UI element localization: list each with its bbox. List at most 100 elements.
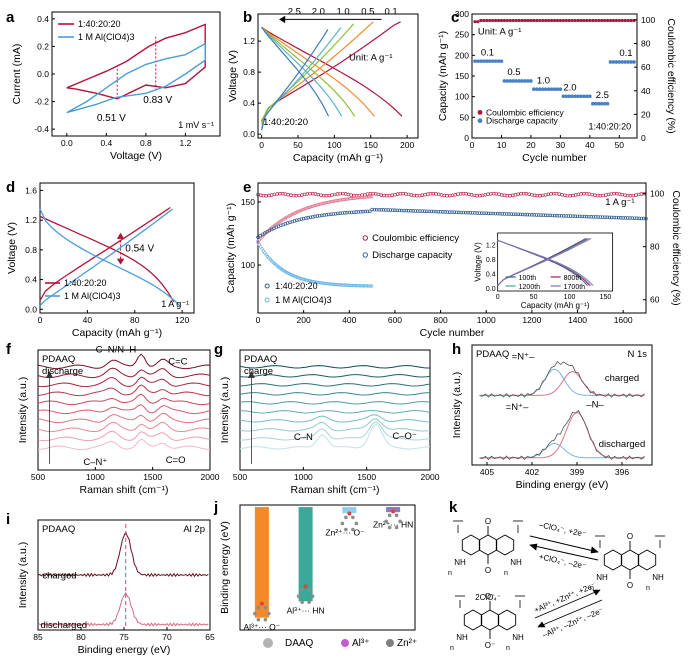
efficiency-point-al-clo4 (370, 195, 374, 199)
capacity-point-blend (625, 216, 630, 220)
capacity-point-blend (518, 212, 523, 217)
bar-label: Al³⁺··· O⁻ (243, 622, 280, 632)
efficiency-point-blend (382, 193, 386, 198)
efficiency-point (585, 18, 589, 23)
nh: NH (652, 573, 664, 582)
efficiency-point-blend (319, 193, 323, 197)
capacity-point-blend (379, 208, 383, 212)
y-axis-label: Intensity (a.u.) (219, 377, 231, 444)
efficiency-point (564, 18, 568, 23)
x-tick-label: 80 (76, 632, 86, 642)
efficiency-point-blend (423, 192, 427, 197)
rate-label: 2.0 (563, 82, 576, 93)
atom (384, 519, 388, 524)
capacity-point-blend (644, 216, 648, 221)
molecule-glyph (296, 584, 315, 605)
raman-spectrum (37, 376, 211, 388)
sample-label: PDAAQ (42, 354, 75, 365)
capacity-point (487, 59, 492, 63)
atom (398, 519, 402, 524)
inset-legend-label: 1200th (519, 284, 541, 291)
panel-label-h: h (452, 341, 461, 358)
efficiency-point-blend (500, 193, 504, 197)
atom (351, 527, 355, 532)
capacity-point (629, 60, 633, 64)
n-label: n (590, 585, 594, 592)
capacity-point-blend (409, 209, 413, 213)
capacity-point-blend (530, 213, 534, 217)
efficiency-point (502, 18, 507, 23)
capacity-point-blend (635, 216, 639, 221)
ring (463, 609, 483, 631)
capacity-point-blend (395, 208, 399, 213)
arrowhead (590, 546, 599, 554)
reaction-arrow (534, 589, 601, 619)
efficiency-point (558, 18, 562, 23)
capacity-point-blend (507, 212, 511, 216)
discharge-curve-al-clo4 (39, 208, 181, 307)
legend-label: 1 M Al(ClO4)3 (64, 291, 121, 301)
xps-spectrum (479, 360, 645, 398)
reaction-arrow (529, 544, 599, 561)
y-tick-label: 1.6 (25, 185, 37, 195)
inset-x-tick: 100 (564, 294, 576, 301)
capacity-point-blend (521, 212, 525, 217)
efficiency-point-blend (478, 193, 482, 198)
capacity-point-blend (406, 208, 411, 213)
panel-b-frame (257, 13, 419, 139)
y-tick-label: -0.2 (34, 97, 49, 107)
capacity-point-blend (308, 215, 313, 219)
efficiency-point-blend (311, 191, 315, 196)
capacity-point-blend (425, 209, 429, 214)
legend-marker (477, 118, 483, 124)
panel-g-frame (239, 349, 431, 471)
capacity-point-blend (482, 211, 486, 215)
atom (354, 521, 359, 526)
x-tick-label: 396 (615, 467, 629, 477)
efficiency-point (626, 18, 630, 23)
y-tick-label: 0.8 (243, 67, 255, 77)
capacity-point (602, 101, 607, 106)
efficiency-point (511, 18, 515, 23)
efficiency-point (582, 18, 586, 23)
efficiency-point (479, 18, 483, 23)
y-tick-label: 250 (455, 30, 469, 40)
efficiency-point-al-clo4 (316, 203, 320, 207)
efficiency-point (485, 18, 489, 23)
efficiency-point (496, 18, 501, 23)
efficiency-point-blend (313, 192, 318, 196)
inset-y-label: Voltage (V) (474, 242, 483, 282)
molecule-glyph (253, 601, 271, 622)
efficiency-point (623, 18, 627, 23)
capacity-point-blend (568, 214, 573, 218)
efficiency-point-blend (574, 193, 578, 197)
raman-spectrum (37, 430, 211, 442)
panel-label-j: j (213, 499, 218, 516)
capacity-point (496, 59, 501, 63)
efficiency-point-blend (426, 192, 430, 196)
efficiency-point-blend (582, 191, 586, 196)
capacity-point-blend (475, 211, 479, 215)
efficiency-point-blend (541, 193, 545, 198)
efficiency-point (541, 18, 545, 23)
legend-marker (264, 297, 270, 303)
capacity-point-blend (331, 212, 336, 216)
efficiency-point-blend (368, 191, 372, 196)
charge-curve-1.0 (261, 23, 355, 125)
efficiency-point (611, 18, 616, 23)
efficiency-point-blend (278, 191, 282, 196)
efficiency-point-al-clo4 (312, 204, 316, 208)
capacity-point (540, 87, 545, 92)
capacity-point-blend (324, 212, 329, 217)
efficiency-point (594, 18, 598, 23)
element-label: Al 2p (183, 524, 205, 535)
capacity-point-blend (327, 212, 331, 217)
reaction-label: +Al³⁺, +Zn²⁺, +2e⁻ (533, 581, 598, 615)
efficiency-point (561, 18, 565, 23)
capacity-point-blend (459, 210, 463, 215)
capacity-point-blend (632, 216, 637, 220)
bar-label: Zn²⁺··· O⁻ (325, 528, 365, 538)
efficiency-point-al-clo4 (311, 204, 315, 208)
efficiency-point-blend (289, 193, 293, 197)
